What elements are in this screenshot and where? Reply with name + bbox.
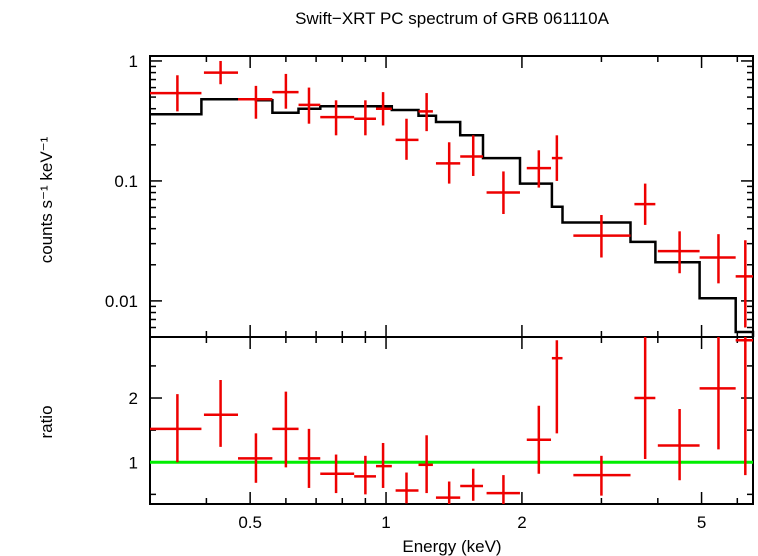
ratio-data-point (573, 455, 631, 496)
x-tick-label: 1 (381, 513, 390, 532)
spectrum-data-point (735, 240, 753, 328)
ratio-data-point (395, 472, 419, 504)
spectrum-y-tick-label: 1 (129, 52, 138, 71)
spectrum-data-point (320, 100, 355, 136)
spectrum-data-point (395, 118, 419, 160)
ratio-data-point (375, 442, 392, 488)
ratio-plot-frame (149, 336, 754, 505)
spectrum-data-point (486, 171, 520, 215)
spectrum-data-point (699, 234, 736, 284)
top-panel-y-axis-label: counts s⁻¹ keV⁻¹ (37, 136, 56, 263)
ratio-data-point (354, 455, 376, 495)
ratio-y-tick-label: 1 (129, 453, 138, 472)
x-tick-label: 0.5 (238, 513, 262, 532)
ratio-data-point (418, 435, 433, 494)
spectrum-data-point (460, 135, 484, 176)
ratio-data-point (272, 391, 299, 468)
model-step-line (150, 97, 755, 337)
spectrum-data-point (150, 75, 202, 112)
ratio-panel: 0.5 1 2 5 1 2 (129, 336, 754, 532)
ratio-data-point (699, 337, 736, 450)
spectrum-data-point (272, 73, 299, 109)
ratio-data-point (150, 394, 202, 463)
ratio-data-point (657, 408, 700, 481)
chart-title: Swift−XRT PC spectrum of GRB 061110A (295, 9, 610, 28)
ratio-data-point (526, 405, 552, 474)
spectrum-data-point (551, 135, 563, 181)
spectrum-data-point (657, 231, 700, 274)
spectrum-y-tick-label: 0.1 (114, 172, 138, 191)
spectrum-panel: 1 0.1 0.01 (105, 52, 755, 338)
ratio-data-point (435, 481, 461, 504)
x-tick-label: 5 (697, 513, 706, 532)
spectrum-data-point (203, 60, 239, 85)
ratio-data-point (203, 380, 239, 447)
ratio-y-tick-label: 2 (129, 389, 138, 408)
spectrum-data-point (526, 150, 552, 188)
ratio-data-point (460, 468, 484, 501)
spectrum-data-point (238, 85, 273, 119)
ratio-data-point (551, 340, 563, 434)
spectrum-data-point (634, 183, 656, 225)
ratio-data-point (238, 433, 273, 483)
spectrum-data-point (418, 93, 433, 132)
spectrum-data-point (435, 142, 461, 184)
x-tick-label: 2 (517, 513, 526, 532)
ratio-data-point (634, 337, 656, 460)
ratio-data-point (735, 337, 753, 476)
bottom-panel-y-axis-label: ratio (37, 405, 56, 438)
ratio-data-point (486, 475, 520, 504)
x-axis-label: Energy (keV) (402, 537, 501, 556)
spectrum-data-point (354, 100, 376, 136)
ratio-data-point (320, 454, 355, 494)
spectrum-data-point (573, 214, 631, 258)
spectrum-data-point (375, 92, 392, 126)
spectrum-data-point (298, 87, 321, 124)
spectrum-y-tick-label: 0.01 (105, 292, 138, 311)
ratio-data-point (298, 428, 321, 488)
